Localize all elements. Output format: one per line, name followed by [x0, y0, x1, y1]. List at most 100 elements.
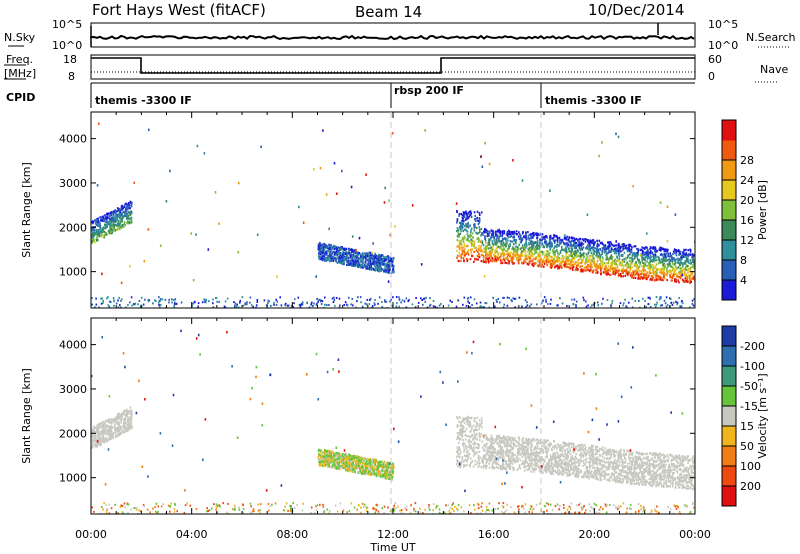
data-cell [637, 250, 639, 253]
data-cell [112, 435, 114, 438]
data-cell [194, 300, 196, 303]
data-cell [541, 259, 544, 262]
data-cell [149, 511, 151, 514]
data-cell [522, 262, 525, 265]
data-cell [646, 264, 649, 268]
data-cell [115, 224, 118, 227]
data-cell [611, 243, 614, 246]
data-cell [580, 241, 582, 244]
data-cell [542, 245, 544, 248]
data-cell [607, 241, 609, 244]
data-cell [581, 243, 583, 246]
data-cell [575, 266, 578, 269]
data-cell [627, 249, 630, 252]
data-cell [618, 249, 621, 252]
data-cell [137, 303, 139, 306]
colorbar-tick-label: 24 [740, 174, 754, 187]
colorbar-tick-label: 16 [740, 214, 754, 227]
data-cell [503, 247, 505, 250]
data-cell [497, 229, 499, 232]
data-cell [637, 267, 639, 270]
data-cell [674, 505, 677, 508]
data-cell [98, 233, 101, 236]
data-cell [282, 509, 285, 512]
data-cell [368, 261, 370, 264]
data-cell [462, 213, 465, 216]
data-cell [505, 509, 508, 512]
data-cell [466, 245, 469, 248]
data-cell [317, 248, 320, 251]
data-cell [627, 263, 629, 266]
data-cell [621, 260, 623, 264]
data-cell [478, 219, 481, 223]
data-cell [112, 220, 115, 223]
data-cell [98, 221, 101, 224]
data-cell [125, 214, 128, 217]
data-cell [579, 265, 582, 268]
data-cell [513, 297, 516, 300]
data-cell [369, 263, 371, 266]
data-cell [543, 246, 546, 249]
data-cell [513, 239, 516, 242]
data-cell [474, 218, 477, 221]
data-cell [169, 505, 172, 508]
colorbar-tick-label: 28 [740, 154, 754, 167]
data-cell [97, 217, 100, 220]
data-cell [122, 425, 124, 428]
data-cell [152, 507, 154, 510]
data-cell [357, 258, 359, 261]
data-cell [515, 239, 517, 242]
data-cell [673, 271, 675, 274]
data-cell [481, 242, 484, 245]
data-cell [206, 510, 208, 513]
data-cell [319, 257, 322, 260]
data-cell [413, 507, 415, 510]
data-cell [463, 214, 466, 217]
data-cell [608, 246, 610, 249]
data-cell [328, 247, 331, 250]
data-cell [629, 265, 632, 268]
data-cell [547, 503, 550, 506]
data-cell [112, 223, 115, 226]
data-cell [509, 235, 511, 238]
data-cell [478, 253, 480, 257]
data-cell [522, 505, 524, 507]
data-cell [553, 253, 555, 256]
data-cell [653, 265, 655, 268]
data-cell [284, 304, 287, 307]
data-cell [620, 264, 623, 267]
data-cell [646, 257, 649, 260]
data-cell [124, 410, 127, 413]
data-cell [634, 273, 636, 276]
data-cell [115, 213, 117, 216]
data-cell [661, 259, 664, 262]
data-cell [487, 232, 489, 235]
data-cell [117, 220, 119, 223]
data-cell [342, 247, 344, 250]
data-cell [120, 281, 123, 285]
data-cell [644, 247, 646, 250]
data-cell [691, 503, 694, 506]
data-cell [473, 250, 475, 253]
data-cell [310, 303, 312, 306]
data-cell [126, 212, 129, 215]
data-cell [260, 145, 262, 149]
data-cell [544, 241, 546, 244]
data-cell [667, 270, 670, 273]
data-cell [599, 266, 602, 269]
data-cell [238, 506, 240, 509]
data-cell [570, 502, 573, 505]
data-cell [550, 245, 553, 248]
data-cell [463, 250, 466, 254]
data-cell [643, 253, 645, 256]
data-cell [117, 434, 119, 437]
data-cell [173, 510, 176, 513]
data-cell [675, 258, 677, 261]
data-cell [129, 424, 131, 427]
data-cell [372, 262, 374, 265]
data-cell [674, 262, 676, 265]
data-cell [657, 275, 660, 278]
data-cell [666, 267, 668, 270]
data-cell [120, 504, 122, 507]
data-cell [472, 240, 474, 243]
